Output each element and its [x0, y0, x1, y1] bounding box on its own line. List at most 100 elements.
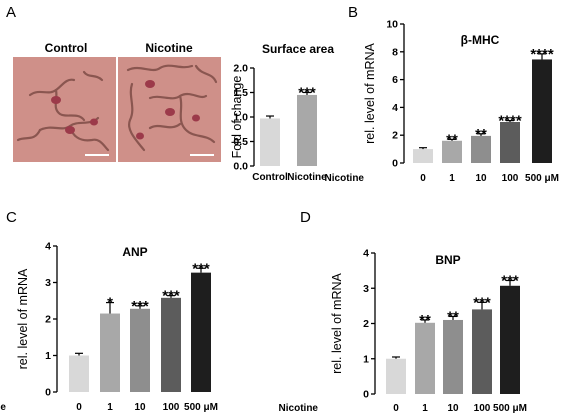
- significance-label: ****: [498, 113, 522, 130]
- nicotine-row-label: Nicotine: [325, 173, 365, 184]
- bar: [386, 358, 406, 394]
- cell-outline: [126, 64, 194, 72]
- significance-label: ***: [473, 294, 491, 311]
- cell-outline: [82, 70, 104, 82]
- nucleus: [145, 80, 155, 88]
- significance-label: **: [419, 312, 431, 329]
- y-tick-label: 2: [392, 130, 398, 142]
- significance-label: ***: [192, 260, 210, 277]
- x-tick-label: 1: [107, 402, 113, 413]
- significance-label: *: [107, 295, 113, 312]
- cell-outline: [16, 128, 42, 142]
- chart-title: ANP: [122, 245, 147, 259]
- y-tick-label: 3: [45, 277, 51, 289]
- y-axis-label: rel. level of mRNA: [16, 268, 30, 369]
- cell-outline: [128, 82, 146, 152]
- y-tick-label: 2.0: [233, 63, 248, 75]
- significance-label: ***: [501, 272, 519, 289]
- bar: [260, 118, 280, 166]
- panel-letter-b: B: [348, 4, 358, 21]
- nicotine-image-label: Nicotine: [145, 41, 193, 55]
- x-tick-label: 100: [163, 402, 180, 413]
- chart-title: BNP: [435, 253, 460, 267]
- y-tick-label: 4: [392, 102, 398, 114]
- scale-bar: [190, 154, 214, 156]
- nucleus: [192, 114, 200, 122]
- nucleus: [51, 96, 61, 104]
- bar: [415, 322, 435, 394]
- bar: [500, 121, 520, 163]
- bar: [443, 319, 463, 394]
- cell-outline: [148, 122, 182, 130]
- control-nuclei: [51, 96, 98, 134]
- bar: [413, 149, 433, 163]
- chart-title: β-MHC: [461, 33, 500, 47]
- panel-letter-d: D: [300, 209, 311, 226]
- y-tick-label: 4: [363, 248, 369, 260]
- panel-letter-a: A: [6, 4, 16, 21]
- y-tick-label: 4: [45, 241, 51, 253]
- nucleus: [65, 126, 75, 134]
- x-tick-label: 10: [134, 402, 146, 413]
- nicotine-row-label: Nicotine: [279, 403, 319, 414]
- panel-letter-c: C: [6, 209, 17, 226]
- x-tick-label: 500 μM: [184, 402, 218, 413]
- nicotine-cell-outlines: [126, 64, 218, 152]
- control-image-label: Control: [45, 41, 88, 55]
- cell-outline: [68, 124, 110, 152]
- bar: [532, 59, 552, 163]
- nicotine-nuclei: [136, 80, 200, 140]
- control-micrograph-background: [13, 57, 116, 162]
- y-axis-label: rel. level of mRNA: [330, 272, 344, 373]
- y-tick-label: 0.5: [233, 136, 248, 148]
- bar: [69, 355, 89, 392]
- x-tick-label: Nicotine: [287, 172, 327, 183]
- nicotine-micrograph: [118, 57, 221, 162]
- y-tick-label: 1: [363, 353, 369, 365]
- significance-label: **: [447, 308, 459, 325]
- cell-outline: [178, 94, 216, 144]
- chart-title: Surface area: [262, 42, 334, 56]
- beta-mhc-chart: β-MHC 0 2 4 6 8 10 rel. level of mRNA 0 ** 1 ** 10 **…: [325, 19, 559, 185]
- nucleus: [136, 132, 144, 140]
- y-tick-label: 1: [45, 350, 51, 362]
- x-tick-label: 100: [502, 173, 519, 184]
- y-tick-label: 1.5: [233, 87, 248, 99]
- x-tick-label: 1: [449, 173, 455, 184]
- significance-label: ****: [530, 46, 554, 63]
- nucleus: [90, 118, 98, 126]
- nucleus: [165, 108, 175, 116]
- bnp-chart: BNP 0 1 2 3 4 rel. level of mRNA 0 ** 1 ** 10 *** 100…: [279, 248, 527, 415]
- bar: [130, 308, 150, 392]
- y-tick-label: 6: [392, 74, 398, 86]
- y-axis-label: rel. level of mRNA: [363, 42, 377, 143]
- x-tick-label: 10: [447, 403, 459, 414]
- bar: [442, 140, 462, 163]
- significance-label: ***: [131, 298, 149, 315]
- x-tick-label: 100: [474, 403, 491, 414]
- bar: [100, 313, 120, 392]
- bar: [471, 135, 491, 163]
- bar: [297, 94, 317, 166]
- y-tick-label: 3: [363, 283, 369, 295]
- y-tick-label: 0.0: [233, 161, 248, 173]
- cell-outline: [194, 64, 218, 84]
- x-tick-label: 1: [422, 403, 428, 414]
- x-tick-label: 500 μM: [493, 403, 527, 414]
- x-tick-label: 500 μM: [525, 173, 559, 184]
- y-axis-label: Fold of change: [230, 76, 244, 159]
- x-tick-label: 0: [393, 403, 399, 414]
- y-tick-label: 0: [363, 389, 369, 401]
- bar: [191, 272, 211, 392]
- y-tick-label: 8: [392, 46, 398, 58]
- control-micrograph: [13, 57, 116, 162]
- scale-bar: [85, 154, 109, 156]
- y-tick-label: 2: [363, 318, 369, 330]
- y-tick-label: 1.0: [233, 112, 248, 124]
- anp-chart: ANP 0 1 2 3 4 rel. level of mRNA 0 * 1 *** 10 *** 100…: [0, 241, 218, 414]
- x-tick-label: Control: [252, 172, 288, 183]
- y-tick-label: 0: [392, 158, 398, 170]
- y-tick-label: 0: [45, 387, 51, 399]
